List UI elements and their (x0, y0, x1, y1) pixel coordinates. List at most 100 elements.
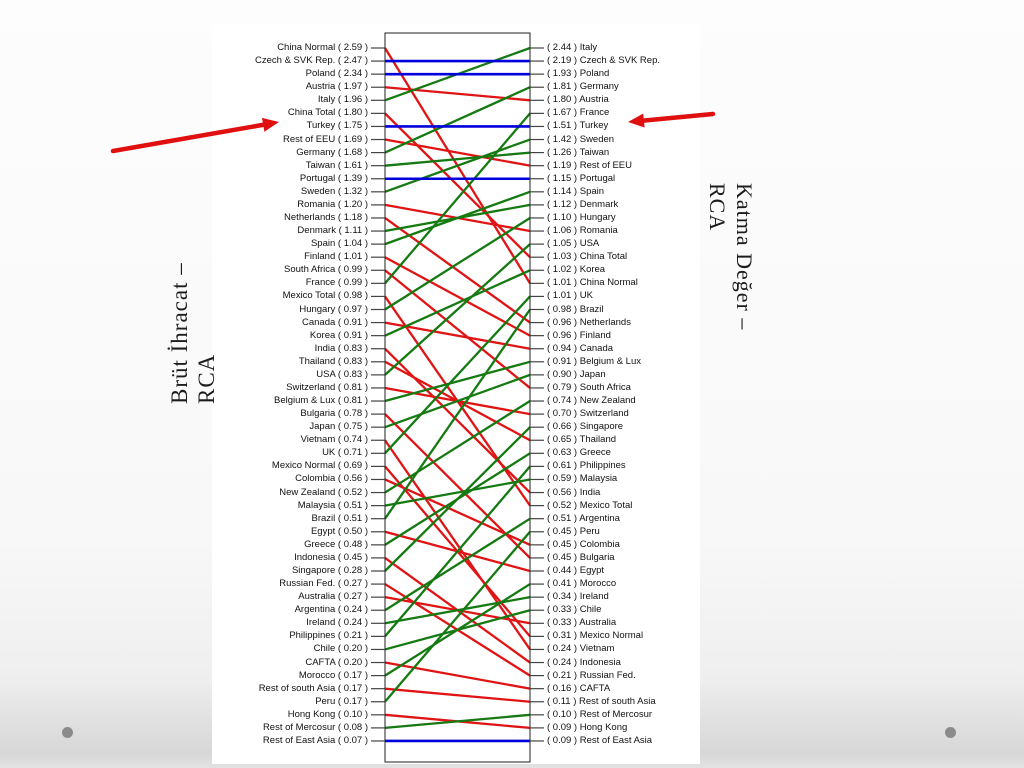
right-country-label: ( 1.10 ) Hungary (547, 211, 616, 223)
right-country-label: ( 1.02 ) Korea (547, 264, 606, 276)
left-country-label: Rest of Mercosur ( 0.08 ) (262, 721, 368, 733)
left-country-label: Austria ( 1.97 ) (305, 81, 368, 93)
slope-line-improved (384, 269, 531, 337)
left-country-label: Finland ( 1.01 ) (304, 251, 368, 263)
right-country-label: ( 0.91 ) Belgium & Lux (547, 355, 641, 367)
right-axis-title-line1: Katma Değer – (732, 183, 757, 331)
right-country-label: ( 1.05 ) USA (547, 238, 600, 250)
left-axis-title-line2: RCA (194, 353, 219, 404)
left-country-label: Singapore ( 0.28 ) (291, 565, 368, 576)
slope-line-improved (384, 583, 531, 677)
right-country-label: ( 0.09 ) Rest of East Asia (547, 734, 653, 746)
left-country-label: Chile ( 0.20 ) (313, 643, 368, 655)
right-country-label: ( 0.24 ) Indonesia (547, 656, 621, 668)
slope-line-improved (384, 531, 531, 703)
left-country-label: Australia ( 0.27 ) (298, 591, 368, 603)
left-country-label: Switzerland ( 0.81 ) (286, 381, 368, 393)
right-country-label: ( 1.42 ) Sweden (547, 133, 615, 145)
right-country-label: ( 0.44 ) Egypt (547, 565, 605, 576)
slope-line-improved (384, 112, 531, 285)
left-country-label: Taiwan ( 1.61 ) (305, 159, 368, 171)
left-country-label: Portugal ( 1.39 ) (299, 172, 368, 184)
right-country-label: ( 0.24 ) Vietnam (547, 643, 615, 655)
right-country-label: ( 1.06 ) Romania (547, 225, 618, 237)
slide-bullet-dot-right (945, 727, 956, 738)
slope-line-improved (384, 138, 531, 193)
right-country-label: ( 0.96 ) Netherlands (547, 316, 631, 328)
right-country-label: ( 0.79 ) South Africa (547, 381, 631, 393)
right-country-label: ( 0.96 ) Finland (547, 329, 611, 341)
slope-line-improved (384, 217, 531, 311)
right-country-label: ( 0.61 ) Philippines (547, 460, 626, 472)
right-country-label: ( 1.26 ) Taiwan (547, 146, 610, 158)
right-country-label: ( 1.93 ) Poland (547, 68, 610, 80)
right-country-label: ( 0.66 ) Singapore (547, 421, 624, 433)
left-country-label: Vietnam ( 0.74 ) (300, 434, 368, 446)
right-axis-title: Katma Değer – RCA (702, 183, 758, 353)
slopegraph-panel: China Normal ( 2.59 ) Czech & SVK Rep. ( … (212, 24, 700, 764)
plot-frame (384, 32, 531, 763)
slope-line-improved (384, 465, 531, 638)
left-country-label: Colombia ( 0.56 ) (295, 473, 368, 485)
left-country-label: Japan ( 0.75 ) (309, 421, 368, 433)
slope-line-improved (384, 360, 531, 403)
right-country-label: ( 2.44 ) Italy (547, 42, 598, 53)
left-country-label: Poland ( 2.34 ) (305, 68, 368, 80)
left-country-label: Morocco ( 0.17 ) (298, 669, 368, 681)
left-axis-title: Brüt İhracat – RCA (166, 204, 222, 404)
right-country-label: ( 1.80 ) Austria (547, 94, 609, 106)
left-country-label: Hungary ( 0.97 ) (299, 303, 368, 315)
slope-line-improved (384, 243, 531, 376)
left-country-label: Mexico Total ( 0.98 ) (282, 290, 368, 302)
slope-line-improved (384, 400, 531, 494)
right-country-label: ( 0.33 ) Australia (547, 617, 617, 629)
slope-line-improved (384, 713, 531, 730)
right-country-label: ( 2.19 ) Czech & SVK Rep. (547, 55, 660, 67)
slope-line-improved (384, 308, 531, 520)
left-country-label: Bulgaria ( 0.78 ) (300, 408, 368, 420)
left-country-label: Mexico Normal ( 0.69 ) (271, 460, 368, 472)
right-country-label: ( 0.59 ) Malaysia (547, 473, 618, 485)
right-country-label: ( 0.63 ) Greece (547, 447, 611, 459)
slope-line-improved (384, 151, 531, 167)
right-country-label: ( 0.45 ) Peru (547, 525, 600, 537)
left-country-label: India ( 0.83 ) (314, 342, 368, 354)
right-country-label: ( 0.94 ) Canada (547, 342, 614, 354)
slope-line-declined (384, 439, 531, 651)
left-country-label: Argentina ( 0.24 ) (294, 604, 368, 616)
right-country-label: ( 1.03 ) China Total (547, 251, 628, 263)
left-country-label: Rest of East Asia ( 0.07 ) (262, 734, 368, 746)
left-country-label: Egypt ( 0.50 ) (310, 525, 368, 537)
right-country-label: ( 1.15 ) Portugal (547, 172, 616, 184)
right-country-label: ( 0.45 ) Bulgaria (547, 551, 615, 563)
right-country-label: ( 1.81 ) Germany (547, 81, 619, 93)
right-country-label: ( 0.34 ) Ireland (547, 591, 609, 603)
right-country-label: ( 0.31 ) Mexico Normal (547, 630, 644, 642)
slope-line-improved (384, 517, 531, 612)
right-country-label: ( 1.14 ) Spain (547, 185, 605, 197)
left-axis-title-line1: Brüt İhracat – (167, 262, 192, 404)
right-country-label: ( 1.01 ) China Normal (547, 277, 638, 289)
slope-line-improved (384, 295, 531, 455)
slope-line-declined (384, 86, 531, 102)
right-country-label: ( 0.74 ) New Zealand (547, 395, 636, 407)
left-country-label: Spain ( 1.04 ) (310, 238, 368, 250)
left-country-label: Romania ( 1.20 ) (297, 198, 368, 210)
right-country-label: ( 0.41 ) Morocco (547, 578, 617, 590)
left-country-label: Sweden ( 1.32 ) (300, 185, 368, 197)
left-country-label: Thailand ( 0.83 ) (298, 355, 368, 367)
right-axis-title-line2: RCA (705, 183, 730, 232)
left-country-label: CAFTA ( 0.20 ) (305, 656, 368, 668)
left-country-label: New Zealand ( 0.52 ) (279, 486, 368, 498)
left-country-label: Peru ( 0.17 ) (315, 695, 368, 707)
right-country-label: ( 0.33 ) Chile (547, 604, 602, 616)
right-country-label: ( 0.98 ) Brazil (547, 303, 604, 315)
slope-line-improved (384, 86, 531, 154)
left-country-label: Denmark ( 1.11 ) (297, 225, 368, 237)
right-country-label: ( 0.52 ) Mexico Total (547, 499, 633, 511)
left-country-label: Ireland ( 0.24 ) (306, 617, 368, 629)
right-country-label: ( 0.10 ) Rest of Mercosur (547, 708, 653, 720)
right-country-label: ( 0.51 ) Argentina (547, 512, 620, 524)
right-country-label: ( 0.45 ) Colombia (547, 538, 620, 550)
